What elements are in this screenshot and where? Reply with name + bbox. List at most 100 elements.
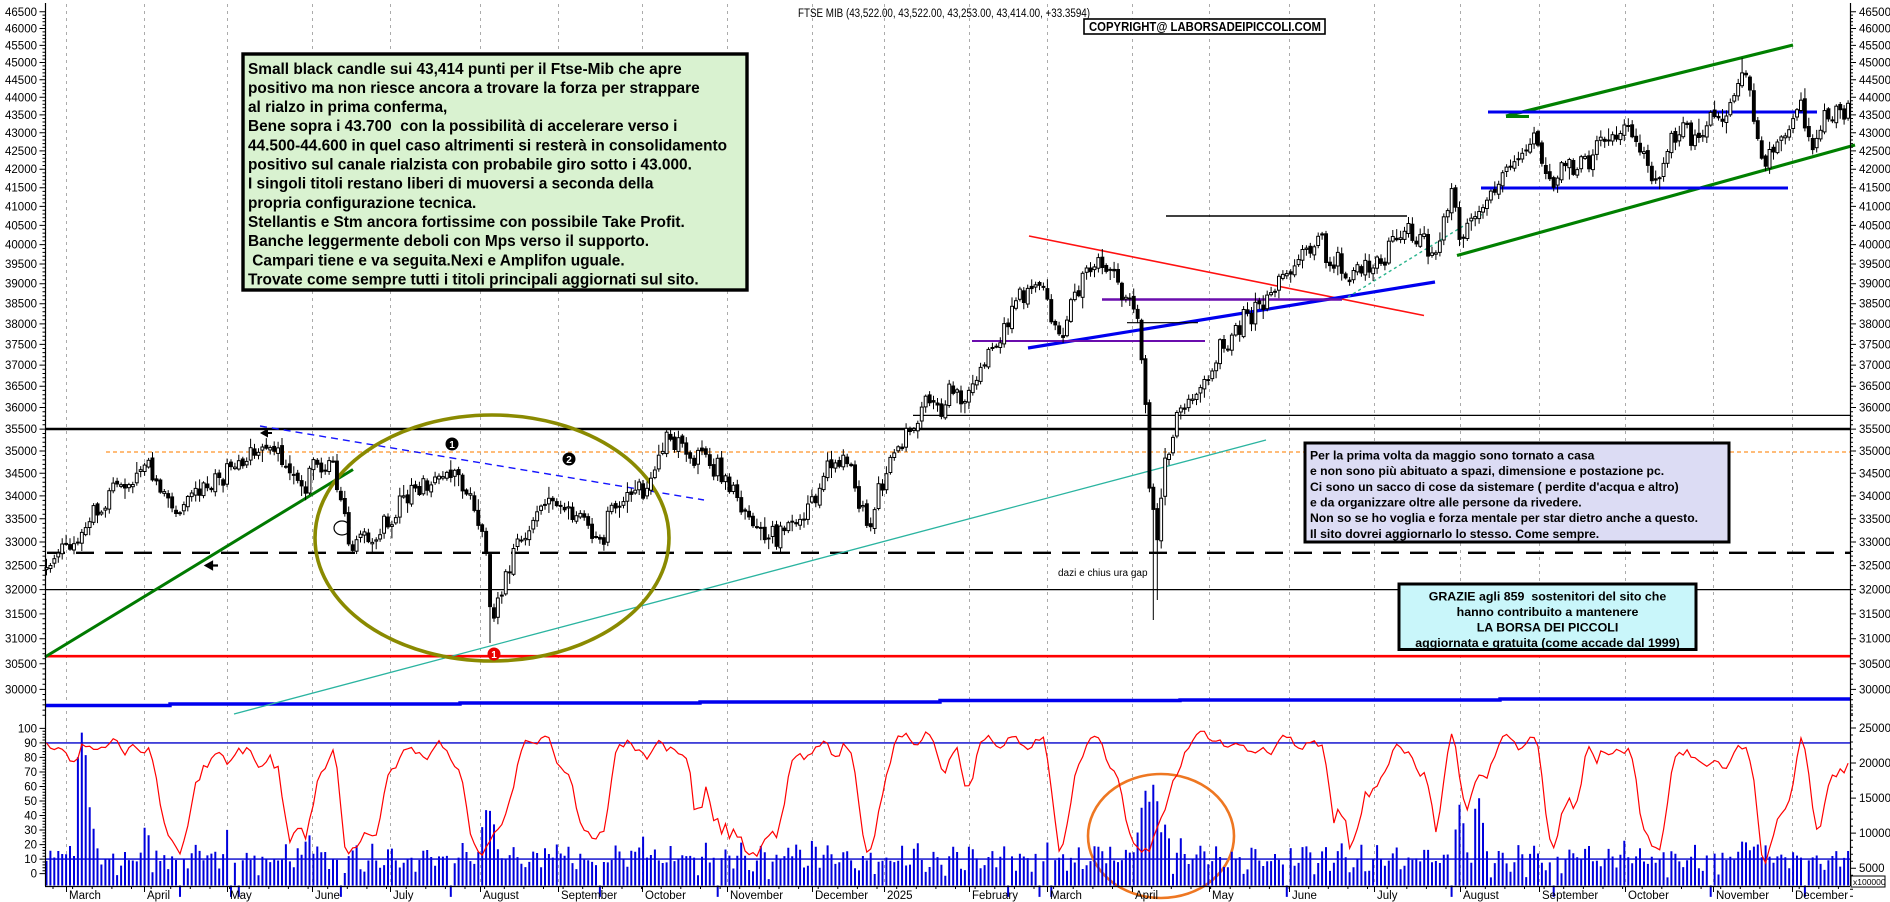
svg-text:40500: 40500	[5, 220, 37, 232]
svg-text:31000: 31000	[5, 634, 37, 646]
svg-text:34000: 34000	[5, 491, 37, 503]
svg-text:October: October	[1628, 890, 1669, 902]
svg-text:32000: 32000	[5, 585, 37, 597]
svg-text:March: March	[69, 890, 101, 902]
svg-text:April: April	[1135, 890, 1158, 902]
svg-text:36000: 36000	[5, 403, 37, 415]
svg-text:positivo sul canale rialzista: positivo sul canale rialzista con probab…	[248, 157, 692, 174]
svg-text:35000: 35000	[1859, 446, 1890, 458]
svg-text:35500: 35500	[5, 424, 37, 436]
svg-text:33000: 33000	[1859, 537, 1890, 549]
svg-text:35000: 35000	[5, 446, 37, 458]
svg-text:April: April	[147, 890, 170, 902]
svg-text:5000: 5000	[1859, 863, 1885, 875]
svg-text:36500: 36500	[5, 381, 37, 393]
svg-text:propria configurazione tecnica: propria configurazione tecnica.	[248, 195, 476, 212]
svg-text:43500: 43500	[1859, 110, 1890, 122]
svg-text:39500: 39500	[5, 259, 37, 271]
svg-text:39500: 39500	[1859, 259, 1890, 271]
svg-text:32500: 32500	[5, 561, 37, 573]
svg-text:November: November	[730, 890, 783, 902]
svg-text:38500: 38500	[1859, 299, 1890, 311]
svg-text:34500: 34500	[1859, 468, 1890, 480]
svg-text:38500: 38500	[5, 299, 37, 311]
svg-text:33500: 33500	[1859, 514, 1890, 526]
svg-text:44000: 44000	[5, 92, 37, 104]
svg-text:positivo ma non riesce ancora: positivo ma non riesce ancora a trovare …	[248, 80, 700, 97]
svg-text:2025: 2025	[887, 890, 913, 902]
svg-text:34000: 34000	[1859, 491, 1890, 503]
svg-text:41000: 41000	[5, 201, 37, 213]
svg-text:42000: 42000	[1859, 164, 1890, 176]
svg-text:Non so se ho voglia e forza me: Non so se ho voglia e forza mentale per …	[1310, 511, 1698, 525]
svg-text:Banche leggermente deboli con: Banche leggermente deboli con Mps verso …	[248, 233, 649, 250]
svg-text:March: March	[1050, 890, 1082, 902]
svg-text:August: August	[1463, 890, 1500, 902]
svg-text:40000: 40000	[5, 240, 37, 252]
svg-text:September: September	[1542, 890, 1598, 902]
svg-text:1: 1	[449, 440, 455, 451]
svg-text:42500: 42500	[5, 146, 37, 158]
svg-text:31000: 31000	[1859, 634, 1890, 646]
svg-text:May: May	[1212, 890, 1234, 902]
svg-text:31500: 31500	[5, 609, 37, 621]
svg-text:46500: 46500	[5, 7, 37, 19]
svg-text:30000: 30000	[1859, 684, 1890, 696]
svg-text:34500: 34500	[5, 468, 37, 480]
svg-text:44500: 44500	[5, 75, 37, 87]
svg-text:2: 2	[566, 455, 572, 466]
svg-text:44.500-44.600 in quel caso alt: 44.500-44.600 in quel caso altrimenti si…	[248, 137, 727, 154]
svg-text:30500: 30500	[5, 659, 37, 671]
svg-text:40500: 40500	[1859, 220, 1890, 232]
svg-text:70: 70	[24, 767, 37, 779]
svg-text:100: 100	[18, 723, 37, 735]
svg-text:46500: 46500	[1859, 7, 1890, 19]
svg-text:60: 60	[24, 782, 37, 794]
svg-text:15000: 15000	[1859, 793, 1890, 805]
svg-text:40000: 40000	[1859, 240, 1890, 252]
svg-text:August: August	[483, 890, 520, 902]
svg-text:37000: 37000	[1859, 360, 1890, 372]
svg-text:Per la prima volta da maggio s: Per la prima volta da maggio sono tornat…	[1310, 448, 1595, 462]
svg-text:32000: 32000	[1859, 585, 1890, 597]
svg-text:37500: 37500	[5, 339, 37, 351]
svg-text:May: May	[230, 890, 252, 902]
svg-text:Campari tiene e va seguita.Nex: Campari tiene e va seguita.Nexi e Amplif…	[248, 252, 625, 269]
svg-text:hanno contribuito a mantenere: hanno contribuito a mantenere	[1457, 605, 1639, 619]
svg-text:al rialzo in prima conferma,: al rialzo in prima conferma,	[248, 99, 447, 116]
svg-text:44000: 44000	[1859, 92, 1890, 104]
svg-text:45000: 45000	[5, 58, 37, 70]
svg-text:LA BORSA DEI PICCOLI: LA BORSA DEI PICCOLI	[1477, 620, 1619, 634]
svg-text:x100000: x100000	[1853, 877, 1886, 887]
svg-text:39000: 39000	[1859, 279, 1890, 291]
svg-text:25000: 25000	[1859, 723, 1890, 735]
svg-text:41500: 41500	[5, 183, 37, 195]
svg-text:20: 20	[24, 840, 37, 852]
svg-text:30000: 30000	[5, 684, 37, 696]
svg-text:90: 90	[24, 738, 37, 750]
svg-text:37500: 37500	[1859, 339, 1890, 351]
svg-text:45500: 45500	[1859, 40, 1890, 52]
svg-text:dazi e chius ura gap: dazi e chius ura gap	[1058, 568, 1148, 579]
svg-text:10000: 10000	[1859, 828, 1890, 840]
svg-text:February: February	[972, 890, 1018, 902]
svg-text:38000: 38000	[5, 319, 37, 331]
svg-text:e non sono più abituato a spaz: e non sono più abituato a spazi, dimensi…	[1310, 464, 1664, 478]
svg-text:30500: 30500	[1859, 659, 1890, 671]
svg-text:43000: 43000	[1859, 128, 1890, 140]
svg-text:November: November	[1716, 890, 1769, 902]
svg-text:33000: 33000	[5, 537, 37, 549]
svg-text:45500: 45500	[5, 40, 37, 52]
svg-text:December: December	[1795, 890, 1848, 902]
svg-text:COPYRIGHT@ LABORSADEIPICCOLI.C: COPYRIGHT@ LABORSADEIPICCOLI.COM	[1089, 20, 1321, 34]
svg-text:38000: 38000	[1859, 319, 1890, 331]
svg-text:44500: 44500	[1859, 75, 1890, 87]
svg-text:e da organizzare oltre alle pe: e da organizzare oltre alle persone da r…	[1310, 496, 1582, 510]
svg-text:GRAZIE agli 859 sostenitori d: GRAZIE agli 859 sostenitori del sito che	[1429, 589, 1667, 603]
svg-text:46000: 46000	[5, 24, 37, 36]
svg-text:September: September	[561, 890, 617, 902]
svg-text:Bene sopra i 43.700 con la po: Bene sopra i 43.700 con la possibilità d…	[248, 118, 677, 135]
svg-text:40: 40	[24, 811, 37, 823]
svg-text:October: October	[645, 890, 686, 902]
svg-text:I singoli titoli restano liber: I singoli titoli restano liberi di muove…	[248, 176, 654, 193]
